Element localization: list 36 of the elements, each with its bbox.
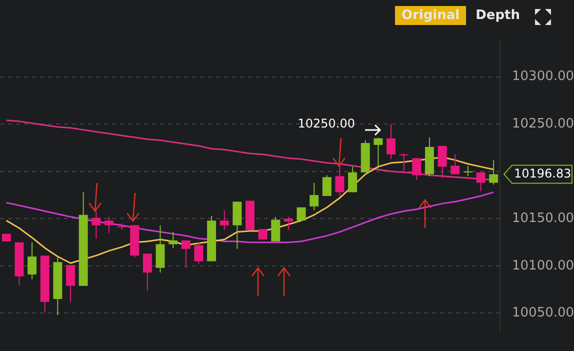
candlestick	[271, 216, 280, 242]
candlestick	[463, 165, 472, 177]
candlestick	[220, 210, 229, 231]
candlestick	[104, 216, 114, 234]
annotation: 10250.00	[298, 116, 356, 130]
candlestick	[476, 172, 486, 192]
text: Depth	[474, 7, 521, 25]
text: Original	[395, 6, 466, 25]
y-tick-label: 10300.00	[512, 69, 574, 84]
candlestick	[322, 174, 332, 196]
candlestick	[142, 253, 152, 292]
candlestick	[412, 158, 422, 180]
y-tick-label: 10100.00	[512, 258, 574, 274]
candlestick	[232, 201, 242, 250]
y-tick-label: 10050.00	[512, 306, 574, 321]
candlestick	[28, 242, 37, 280]
candlestick	[181, 240, 190, 268]
candlestick	[489, 160, 498, 186]
candlestick	[92, 210, 101, 240]
candlestick	[156, 224, 165, 274]
candlestick	[450, 154, 460, 175]
candlestick	[438, 145, 447, 179]
candlestick	[335, 163, 344, 196]
candlestick	[284, 216, 293, 231]
candlestick	[399, 152, 408, 173]
candlestick	[194, 242, 204, 265]
candlestick	[348, 166, 358, 193]
text: 10196.83	[514, 166, 572, 180]
y-tick-label: 10250.00	[512, 116, 574, 132]
candlestick	[374, 136, 383, 168]
candlestick	[310, 182, 319, 211]
candlestick	[258, 228, 268, 240]
candlestick	[168, 231, 178, 248]
y-tick-label: 10150.00	[512, 211, 574, 226]
candlestick	[66, 264, 75, 302]
candlestick	[386, 124, 396, 160]
